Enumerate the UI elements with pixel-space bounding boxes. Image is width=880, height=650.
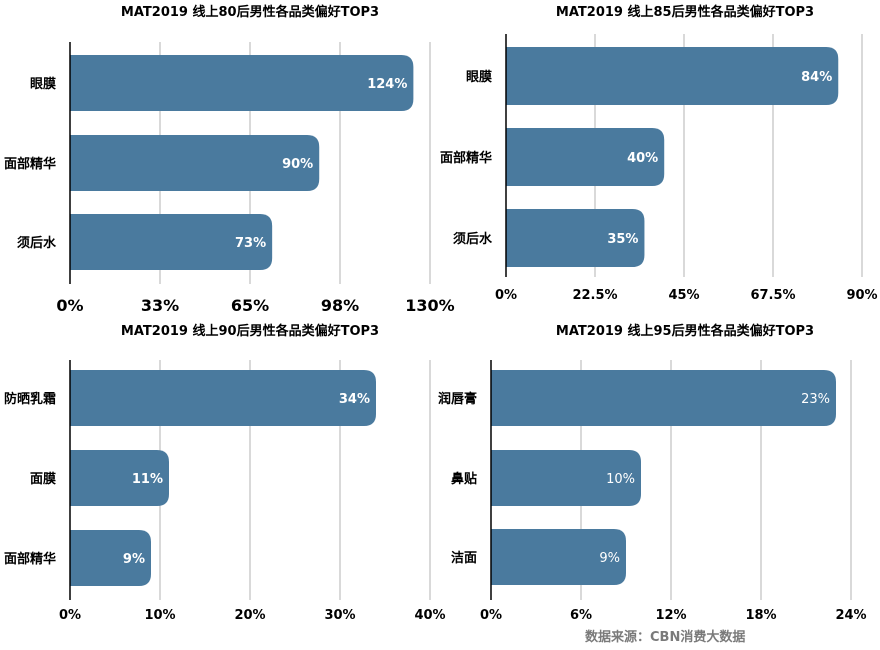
tick-label: 20% <box>234 608 265 623</box>
value-label: 73% <box>235 236 266 251</box>
chart-panel-1: MAT2019 线上80后男性各品类偏好TOP3 眼膜 124% 面部精华 90% 须后水… <box>4 4 455 315</box>
category-label: 润唇膏 <box>438 391 477 407</box>
tick-label: 0% <box>480 608 502 623</box>
category-label: 须后水 <box>453 231 493 247</box>
tick-label: 12% <box>655 608 686 623</box>
category-label: 面部精华 <box>440 150 492 166</box>
source-note: 数据来源：CBN消费大数据 <box>585 630 746 645</box>
category-label: 防晒乳霜 <box>4 391 56 407</box>
category-label: 眼膜 <box>30 76 56 92</box>
value-label: 84% <box>801 70 832 85</box>
bar <box>506 128 665 186</box>
bar <box>506 47 839 105</box>
bar <box>70 135 320 191</box>
chart-panel-3: MAT2019 线上90后男性各品类偏好TOP3 防晒乳霜 34% 面膜 11% 面部精华… <box>4 323 446 623</box>
category-label: 面部精华 <box>4 156 56 172</box>
value-label: 34% <box>339 392 370 407</box>
chart-title: MAT2019 线上95后男性各品类偏好TOP3 <box>556 323 814 339</box>
tick-label: 65% <box>231 296 269 315</box>
tick-label: 0% <box>495 288 517 303</box>
bar <box>506 209 645 267</box>
value-label: 11% <box>132 472 163 487</box>
tick-label: 130% <box>405 296 454 315</box>
tick-label: 0% <box>56 296 83 315</box>
chart-title: MAT2019 线上85后男性各品类偏好TOP3 <box>556 4 814 20</box>
value-label: 23% <box>801 392 830 407</box>
category-label: 须后水 <box>17 235 57 251</box>
tick-label: 90% <box>846 288 877 303</box>
value-label: 9% <box>123 552 145 567</box>
bar <box>491 370 836 426</box>
tick-label: 98% <box>321 296 359 315</box>
value-label: 10% <box>606 472 635 487</box>
tick-label: 18% <box>745 608 776 623</box>
tick-label: 30% <box>324 608 355 623</box>
category-label: 鼻贴 <box>451 471 477 487</box>
category-label: 眼膜 <box>466 69 492 85</box>
chart-panel-4: MAT2019 线上95后男性各品类偏好TOP3 润唇膏 23% 鼻贴 10% 洁面 9% 0… <box>438 323 867 623</box>
bar <box>70 530 151 586</box>
tick-label: 22.5% <box>572 288 617 303</box>
tick-label: 40% <box>414 608 445 623</box>
chart-panel-2: MAT2019 线上85后男性各品类偏好TOP3 眼膜 84% 面部精华 40% 须后水 3… <box>440 4 878 303</box>
tick-label: 6% <box>570 608 592 623</box>
value-label: 35% <box>607 232 638 247</box>
tick-label: 10% <box>144 608 175 623</box>
bar <box>491 529 626 585</box>
value-label: 90% <box>282 157 313 172</box>
chart-title: MAT2019 线上80后男性各品类偏好TOP3 <box>121 4 379 20</box>
bar <box>70 450 169 506</box>
tick-label: 0% <box>59 608 81 623</box>
chart-title: MAT2019 线上90后男性各品类偏好TOP3 <box>121 323 379 339</box>
bar <box>491 450 641 506</box>
value-label: 124% <box>367 77 407 92</box>
bar <box>70 370 376 426</box>
tick-label: 45% <box>668 288 699 303</box>
category-label: 面部精华 <box>4 551 56 567</box>
tick-label: 67.5% <box>750 288 795 303</box>
tick-label: 24% <box>835 608 866 623</box>
value-label: 40% <box>627 151 658 166</box>
category-label: 洁面 <box>451 550 477 566</box>
bar <box>70 214 273 270</box>
category-label: 面膜 <box>30 471 56 487</box>
value-label: 9% <box>599 551 620 566</box>
tick-label: 33% <box>141 296 179 315</box>
bar <box>70 55 414 111</box>
